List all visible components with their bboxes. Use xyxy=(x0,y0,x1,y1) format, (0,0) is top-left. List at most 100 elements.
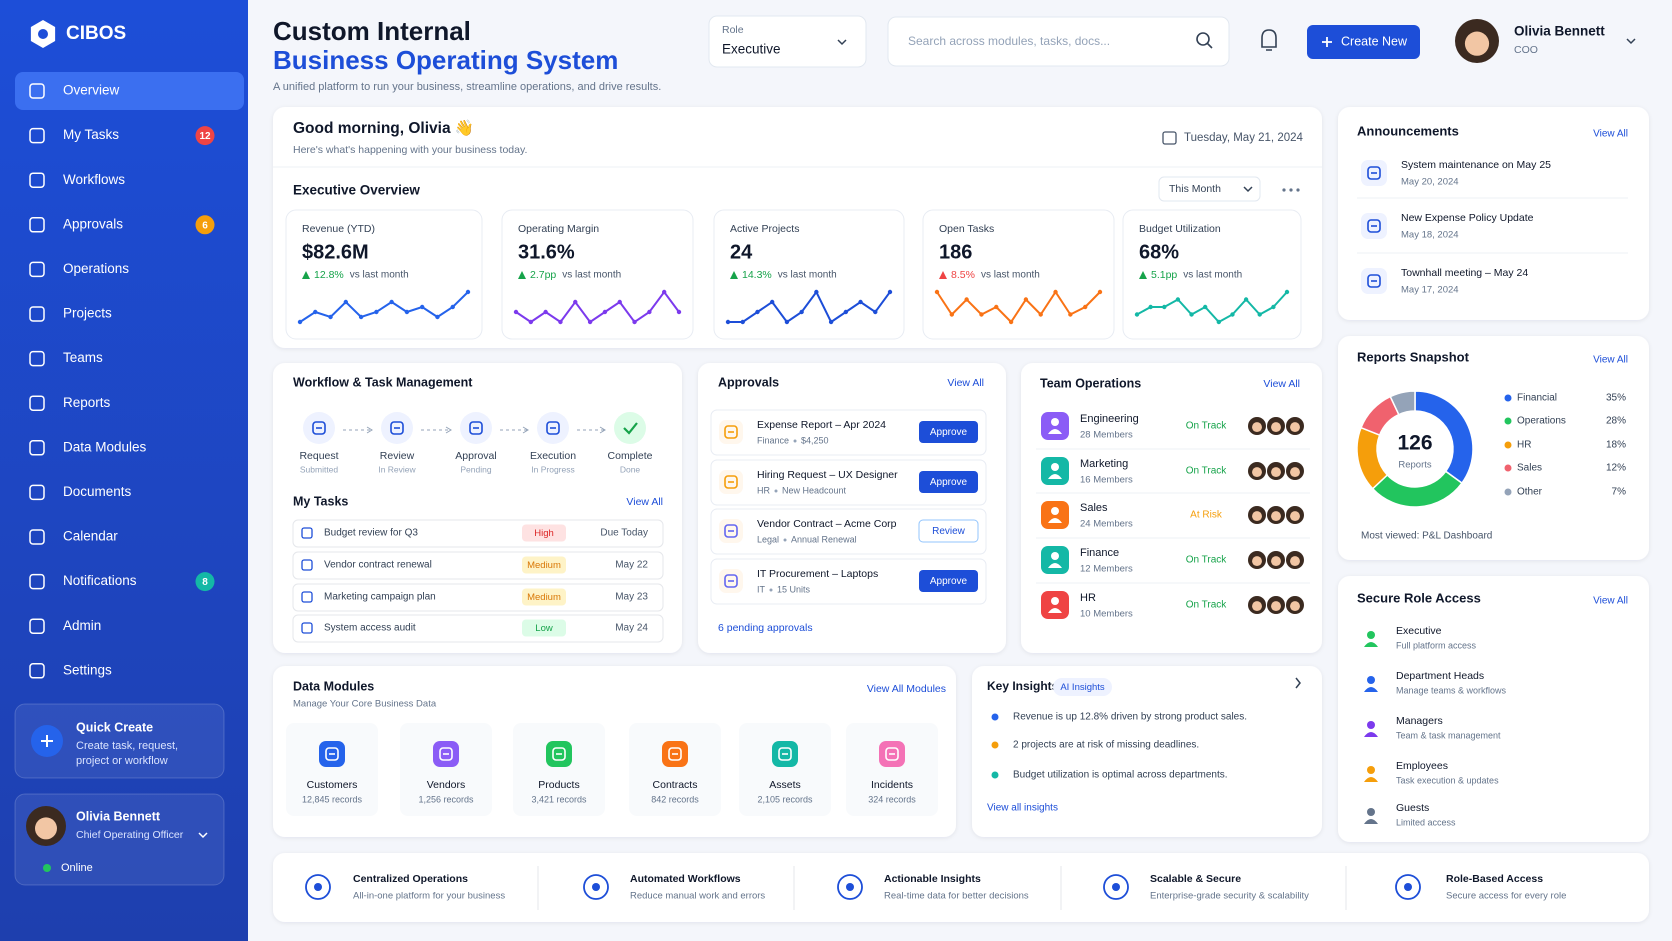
person-icon xyxy=(1367,766,1375,774)
link[interactable]: 6 pending approvals xyxy=(718,622,813,634)
task-row[interactable] xyxy=(292,519,664,548)
step-name: Approval xyxy=(455,450,496,462)
create-button[interactable] xyxy=(1307,25,1420,59)
period-select[interactable] xyxy=(1158,176,1261,202)
nav-label[interactable]: Reports xyxy=(63,395,111,410)
insight-text: Revenue is up 12.8% driven by strong pro… xyxy=(1013,712,1247,723)
sparkline-point xyxy=(419,304,425,310)
quick-create[interactable] xyxy=(14,703,225,779)
module-records: 12,845 records xyxy=(302,794,363,804)
approval-button[interactable] xyxy=(919,421,978,443)
nav-label[interactable]: Admin xyxy=(63,618,101,633)
icon xyxy=(325,747,339,761)
person-icon xyxy=(1048,518,1062,523)
approval-action[interactable]: Review xyxy=(932,526,966,537)
nav-label[interactable]: Calendar xyxy=(63,529,118,544)
sparkline-point xyxy=(617,299,622,305)
search[interactable] xyxy=(887,16,1230,67)
module-tile[interactable] xyxy=(513,723,605,816)
link[interactable]: View All Modules xyxy=(867,683,946,695)
kpi-arrow xyxy=(518,271,526,279)
task-name: Vendor contract renewal xyxy=(324,560,432,571)
avatar-face xyxy=(1271,511,1281,522)
nav-icon xyxy=(29,663,45,679)
nav-label[interactable]: Data Modules xyxy=(63,439,147,454)
role-name: Managers xyxy=(1396,715,1443,727)
sparkline-point xyxy=(1230,312,1235,317)
approval-category: IT xyxy=(757,584,766,594)
chevron[interactable] xyxy=(1243,186,1253,193)
module-tile[interactable] xyxy=(286,723,378,816)
nav-label[interactable]: Overview xyxy=(63,83,120,98)
link[interactable]: View All xyxy=(1593,596,1628,607)
module-tile[interactable] xyxy=(846,723,938,816)
link[interactable]: View All xyxy=(947,377,984,389)
sparkline-point xyxy=(313,309,318,315)
nav-label[interactable]: Workflows xyxy=(63,172,125,187)
chevron[interactable] xyxy=(198,832,208,839)
role-value: Executive xyxy=(722,42,781,57)
link[interactable]: View all insights xyxy=(987,803,1058,814)
section-title: Key Insights xyxy=(987,679,1059,693)
link[interactable]: View All xyxy=(1593,355,1628,366)
approval-button[interactable] xyxy=(918,519,979,543)
approval-action[interactable]: Approve xyxy=(930,477,968,488)
feature-title: Role-Based Access xyxy=(1446,873,1543,885)
sparkline xyxy=(728,290,891,324)
chevron[interactable] xyxy=(1626,38,1636,45)
approval-button[interactable] xyxy=(919,570,978,592)
task-row[interactable] xyxy=(292,583,664,612)
priority-pill xyxy=(522,619,566,637)
avatar-face xyxy=(1252,511,1262,522)
icon xyxy=(552,747,566,761)
nav-label[interactable]: Projects xyxy=(63,306,112,321)
bell[interactable] xyxy=(1261,29,1277,51)
donut-total: 126 xyxy=(1397,432,1432,455)
module-tile[interactable] xyxy=(739,723,831,816)
chevron[interactable] xyxy=(1295,677,1301,689)
card xyxy=(1338,107,1649,320)
nav-label[interactable]: Approvals xyxy=(63,216,123,231)
feature-icon xyxy=(583,874,609,900)
person-icon xyxy=(1367,808,1375,816)
approval-action[interactable]: Approve xyxy=(930,576,968,587)
role-name: Employees xyxy=(1396,760,1448,772)
legend-dot xyxy=(1504,394,1512,402)
calendar-icon xyxy=(1162,131,1177,145)
sparkline-point xyxy=(358,314,364,320)
kpi-card xyxy=(713,209,905,340)
module-tile[interactable] xyxy=(400,723,492,816)
task-row[interactable] xyxy=(292,614,664,643)
sparkline-point xyxy=(1134,312,1140,317)
module-tile[interactable] xyxy=(629,723,721,816)
feature-icon xyxy=(837,874,863,900)
link[interactable]: View All xyxy=(1593,129,1628,140)
sparkline-point xyxy=(647,309,652,315)
link[interactable]: View All xyxy=(626,496,663,508)
feature-icon xyxy=(1112,883,1120,891)
kpi-arrow xyxy=(302,271,310,279)
create-button-label[interactable]: Create New xyxy=(1341,34,1408,48)
approval-action[interactable]: Approve xyxy=(930,427,968,438)
legend-dot xyxy=(1504,464,1512,472)
link[interactable]: View All xyxy=(1263,378,1300,390)
nav-label[interactable]: Settings xyxy=(63,662,112,677)
nav-label[interactable]: My Tasks xyxy=(63,127,119,142)
task-row[interactable] xyxy=(292,551,664,580)
sparkline-point xyxy=(328,314,333,320)
nav-label[interactable]: Notifications xyxy=(63,573,137,588)
team-name: Finance xyxy=(1080,547,1119,559)
nav-label[interactable]: Documents xyxy=(63,484,132,499)
legend-value: 7% xyxy=(1612,487,1627,498)
role-name: Executive xyxy=(1396,625,1442,637)
task-due: Due Today xyxy=(600,528,648,539)
quick-create-title: Quick Create xyxy=(76,720,153,734)
nav-label[interactable]: Operations xyxy=(63,261,129,276)
separator-dot xyxy=(769,588,773,592)
role-select[interactable] xyxy=(708,15,867,68)
donut-segment xyxy=(1389,390,1416,416)
avatar-face xyxy=(1252,467,1262,478)
chevron[interactable] xyxy=(837,39,847,46)
approval-button[interactable] xyxy=(919,471,978,493)
nav-label[interactable]: Teams xyxy=(63,350,103,365)
